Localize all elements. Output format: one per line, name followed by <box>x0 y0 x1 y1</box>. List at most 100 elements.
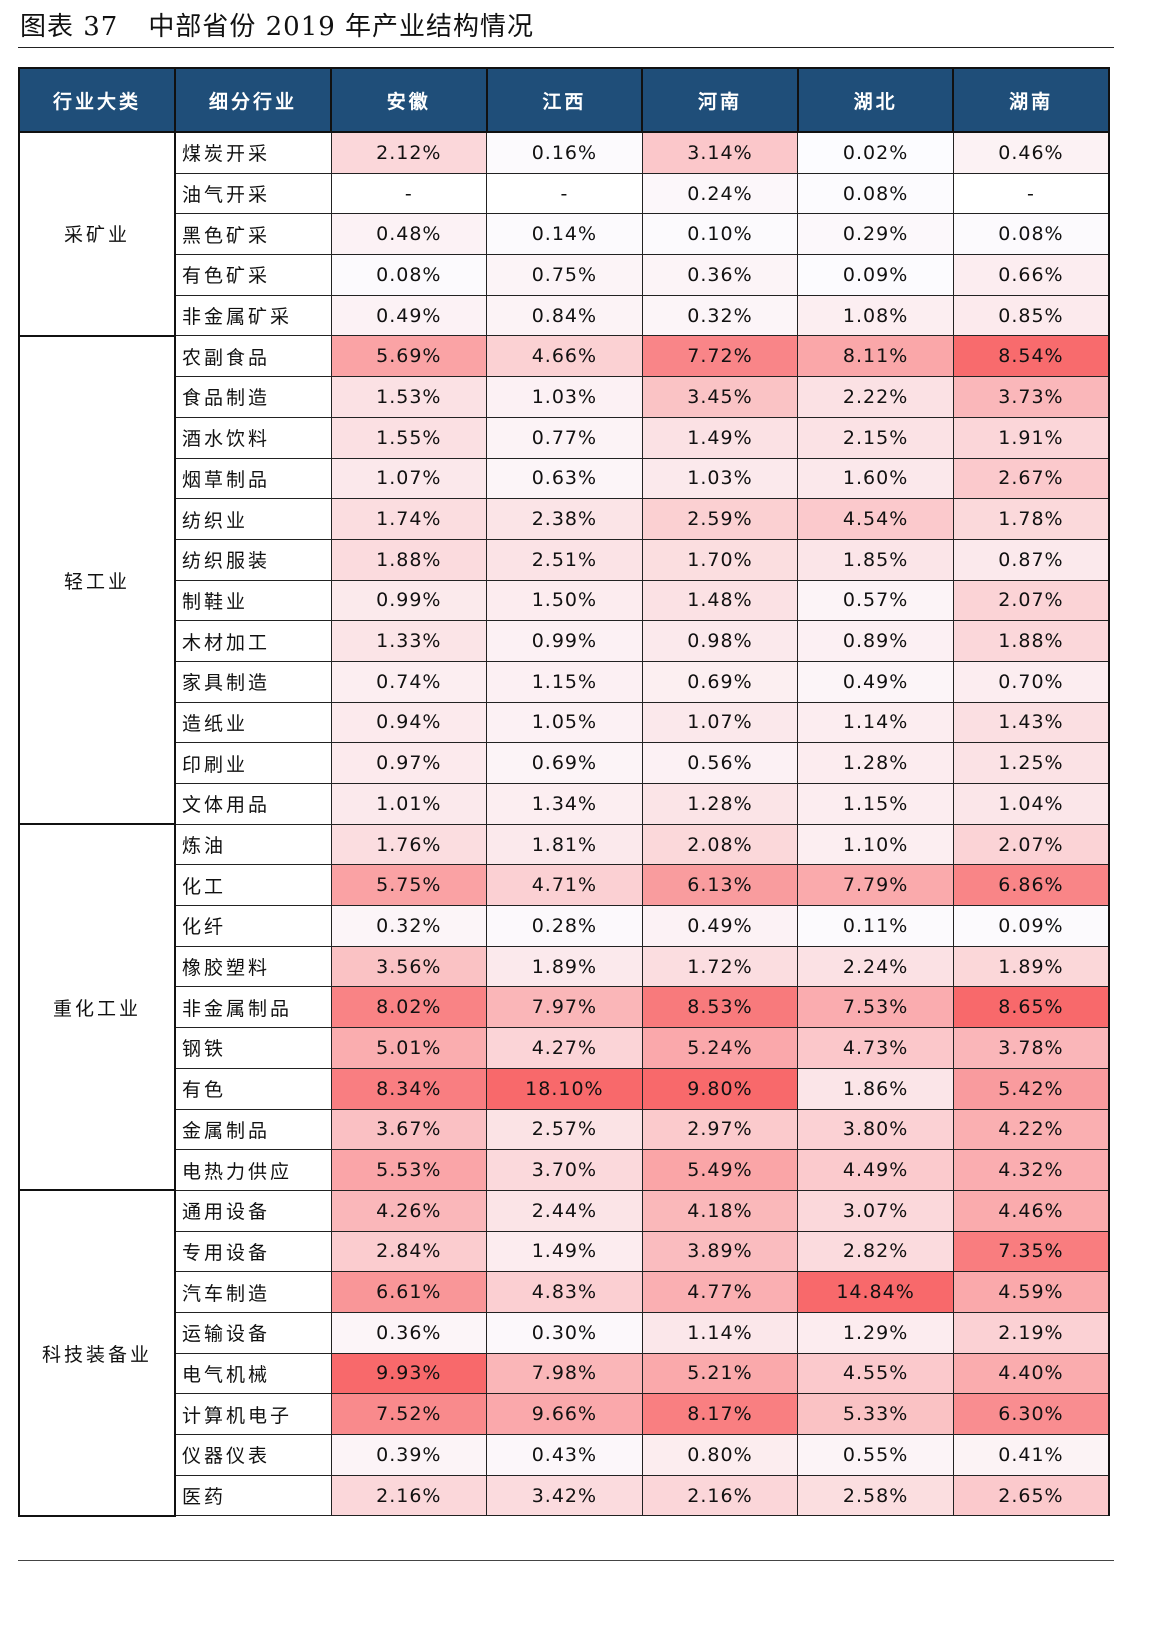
category-cell: 采矿业 <box>18 131 176 337</box>
header-henan: 河南 <box>641 67 799 133</box>
value-cell: 7.72% <box>641 335 799 378</box>
value-cell: 0.49% <box>641 905 799 947</box>
subindustry-cell: 仪器仪表 <box>174 1434 332 1476</box>
value-cell: 4.26% <box>330 1189 488 1232</box>
value-cell: 0.08% <box>952 213 1110 256</box>
header-jiangxi: 江西 <box>485 67 644 133</box>
value-cell: 1.43% <box>952 701 1110 744</box>
value-cell: 1.05% <box>486 701 643 744</box>
value-cell: 0.29% <box>797 213 954 256</box>
value-cell: 1.85% <box>797 538 954 581</box>
value-cell: 0.75% <box>486 254 643 296</box>
subindustry-cell: 化纤 <box>174 905 332 947</box>
header-row: 行业大类 细分行业 安徽 江西 河南 湖北 湖南 <box>18 67 1110 133</box>
header-anhui: 安徽 <box>330 67 488 133</box>
value-cell: 1.72% <box>641 945 799 988</box>
subindustry-cell: 金属制品 <box>174 1108 332 1151</box>
value-cell: 4.59% <box>952 1271 1110 1313</box>
table-row: 纺织业 1.74% 2.38% 2.59% 4.54% 1.78% <box>19 498 1110 540</box>
value-cell: 4.73% <box>797 1027 954 1069</box>
value-cell: 1.55% <box>330 416 488 459</box>
value-cell: 1.08% <box>797 294 954 337</box>
value-cell: 1.25% <box>952 742 1110 784</box>
value-cell: 4.40% <box>952 1352 1110 1395</box>
value-cell: 1.49% <box>641 416 799 459</box>
value-cell: 2.84% <box>330 1230 488 1273</box>
value-cell: 8.02% <box>330 986 488 1029</box>
value-cell: 2.59% <box>641 498 799 540</box>
value-cell: 2.38% <box>486 498 643 540</box>
subindustry-cell: 钢铁 <box>174 1027 332 1069</box>
value-cell: 0.70% <box>952 660 1110 703</box>
value-cell: 0.84% <box>486 294 643 337</box>
value-cell: 6.61% <box>330 1271 488 1313</box>
value-cell: 0.74% <box>330 660 488 703</box>
value-cell: 1.78% <box>952 498 1110 540</box>
subindustry-cell: 黑色矿采 <box>174 213 332 256</box>
value-cell: 7.53% <box>797 986 954 1029</box>
value-cell: 1.07% <box>641 701 799 744</box>
table-row: 非金属矿采 0.49% 0.84% 0.32% 1.08% 0.85% <box>19 294 1110 337</box>
subindustry-cell: 炼油 <box>174 823 332 866</box>
header-category: 行业大类 <box>18 67 176 133</box>
value-cell: 0.69% <box>486 742 643 784</box>
value-cell: 8.53% <box>641 986 799 1029</box>
subindustry-cell: 烟草制品 <box>174 457 332 500</box>
subindustry-cell: 纺织业 <box>174 498 332 540</box>
table-row: 酒水饮料 1.55% 0.77% 1.49% 2.15% 1.91% <box>19 416 1110 459</box>
value-cell: 8.17% <box>641 1393 799 1435</box>
value-cell: 2.16% <box>330 1474 488 1517</box>
industry-structure-table: 行业大类 细分行业 安徽 江西 河南 湖北 湖南 采矿业 煤炭开采 2.12% 0.1… <box>18 67 1110 1517</box>
value-cell: 4.77% <box>641 1271 799 1313</box>
value-cell: 2.44% <box>486 1189 643 1232</box>
value-cell: 4.32% <box>952 1149 1110 1191</box>
value-cell: 7.52% <box>330 1393 488 1435</box>
value-cell: 1.14% <box>641 1311 799 1354</box>
value-cell: 8.34% <box>330 1067 488 1110</box>
value-cell: 0.32% <box>641 294 799 337</box>
value-cell: 4.54% <box>797 498 954 540</box>
value-cell: 1.28% <box>797 742 954 784</box>
subindustry-cell: 煤炭开采 <box>174 131 332 174</box>
value-cell: 1.03% <box>486 376 643 418</box>
table-row: 有色矿采 0.08% 0.75% 0.36% 0.09% 0.66% <box>19 254 1110 296</box>
subindustry-cell: 电热力供应 <box>174 1149 332 1191</box>
value-cell: 0.48% <box>330 213 488 256</box>
value-cell: 5.42% <box>952 1067 1110 1110</box>
table-row: 运输设备 0.36% 0.30% 1.14% 1.29% 2.19% <box>19 1311 1110 1354</box>
table-row: 化纤 0.32% 0.28% 0.49% 0.11% 0.09% <box>19 905 1110 947</box>
value-cell: 0.10% <box>641 213 799 256</box>
table-row: 家具制造 0.74% 1.15% 0.69% 0.49% 0.70% <box>19 660 1110 703</box>
table-row: 计算机电子 7.52% 9.66% 8.17% 5.33% 6.30% <box>19 1393 1110 1435</box>
value-cell: 4.27% <box>486 1027 643 1069</box>
table-row: 轻工业 农副食品 5.69% 4.66% 7.72% 8.11% 8.54% <box>18 334 1110 826</box>
table-row: 纺织服装 1.88% 2.51% 1.70% 1.85% 0.87% <box>19 538 1110 581</box>
subindustry-cell: 运输设备 <box>174 1311 332 1354</box>
value-cell: 9.66% <box>486 1393 643 1435</box>
figure-label: 图表 37 <box>20 12 119 42</box>
header-subindustry: 细分行业 <box>174 67 332 133</box>
value-cell: 0.63% <box>486 457 643 500</box>
subindustry-cell: 橡胶塑料 <box>174 945 332 988</box>
value-cell: 3.14% <box>641 131 799 174</box>
value-cell: 0.08% <box>797 172 954 215</box>
value-cell: 3.56% <box>330 945 488 988</box>
value-cell: - <box>952 172 1110 215</box>
table-row: 有色 8.34% 18.10% 9.80% 1.86% 5.42% <box>19 1067 1110 1110</box>
value-cell: 6.30% <box>952 1393 1110 1435</box>
value-cell: 4.55% <box>797 1352 954 1395</box>
value-cell: 1.14% <box>797 701 954 744</box>
subindustry-cell: 农副食品 <box>174 335 332 378</box>
table-row: 黑色矿采 0.48% 0.14% 0.10% 0.29% 0.08% <box>19 213 1110 256</box>
value-cell: 1.29% <box>797 1311 954 1354</box>
value-cell: 4.83% <box>486 1271 643 1313</box>
header-hunan: 湖南 <box>952 67 1110 133</box>
value-cell: 5.21% <box>641 1352 799 1395</box>
subindustry-cell: 化工 <box>174 864 332 907</box>
value-cell: 0.36% <box>330 1311 488 1354</box>
table-row: 科技装备业 通用设备 4.26% 2.44% 4.18% 3.07% 4.46% <box>18 1189 1110 1517</box>
value-cell: 1.15% <box>797 783 954 825</box>
value-cell: 3.78% <box>952 1027 1110 1069</box>
value-cell: 0.80% <box>641 1434 799 1476</box>
table-row: 烟草制品 1.07% 0.63% 1.03% 1.60% 2.67% <box>19 457 1110 500</box>
